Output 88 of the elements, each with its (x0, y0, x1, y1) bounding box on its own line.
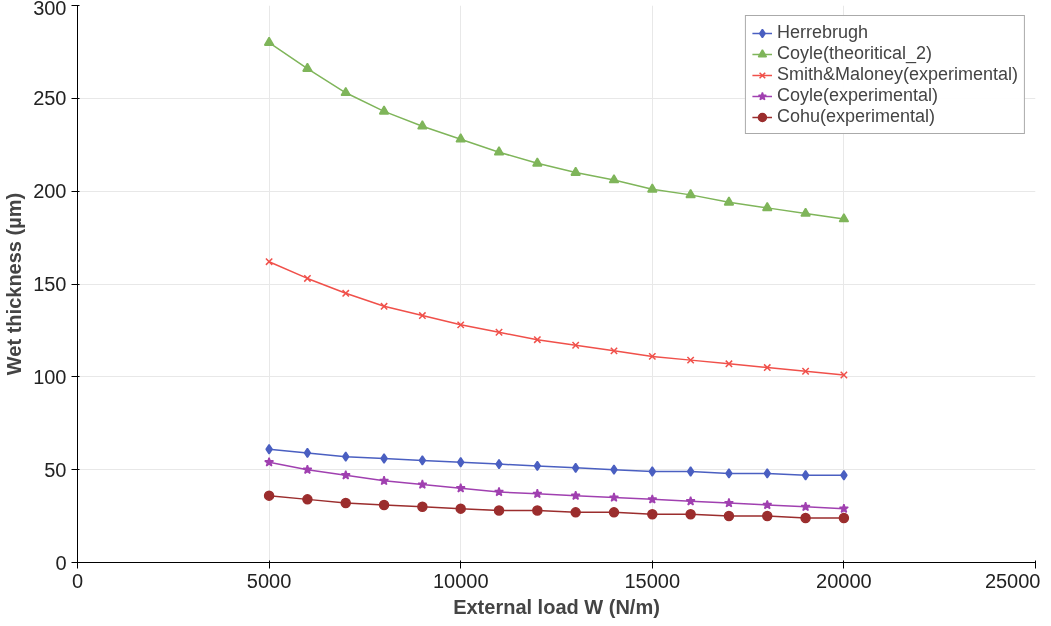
point (570, 507, 581, 518)
point (493, 486, 505, 497)
y-tick-label: 50 (44, 458, 67, 481)
point (723, 497, 734, 508)
point (380, 302, 388, 311)
point (456, 456, 465, 468)
point (801, 469, 810, 481)
legend-label: Coyle(experimental) (776, 85, 938, 106)
point (418, 455, 427, 466)
point (608, 174, 620, 184)
point (418, 311, 427, 320)
point (265, 257, 274, 266)
legend-label: Cohu(experimental) (776, 106, 935, 127)
point (493, 505, 505, 516)
point (379, 475, 390, 486)
y-tick-label: 250 (33, 87, 67, 110)
point (456, 320, 465, 329)
point (417, 120, 428, 130)
point (570, 490, 581, 501)
y-tick-label: 100 (33, 365, 67, 388)
point (686, 466, 695, 477)
point (340, 86, 351, 97)
point (570, 166, 581, 176)
y-tick-label: 300 (33, 0, 67, 19)
y-tick-label: 200 (33, 180, 67, 203)
point (762, 201, 773, 212)
point (340, 469, 351, 480)
point (800, 512, 811, 524)
point (417, 501, 428, 513)
point (340, 497, 351, 509)
point (378, 105, 390, 115)
legend-label: Coyle(theoritical_2) (776, 43, 932, 64)
point (838, 213, 850, 223)
point (532, 488, 543, 499)
point (455, 133, 466, 143)
x-tick-label: 15000 (624, 569, 681, 592)
point (685, 495, 696, 506)
y-tick-label: 150 (33, 273, 67, 295)
point (417, 479, 428, 489)
point (685, 188, 696, 199)
x-tick-label: 0 (71, 569, 84, 592)
point (263, 490, 275, 501)
legend-label: Smith&Maloney(experimental) (776, 64, 1018, 85)
point (341, 289, 350, 298)
point (723, 510, 735, 522)
point (378, 499, 390, 511)
point (571, 462, 580, 474)
point (608, 492, 620, 502)
point (725, 468, 733, 479)
point (264, 456, 275, 467)
point (303, 274, 312, 283)
point (800, 501, 811, 512)
point (648, 466, 657, 477)
x-tick-label: 20000 (816, 569, 872, 592)
point (647, 494, 658, 504)
point (532, 505, 543, 516)
point (800, 207, 811, 217)
point (608, 507, 620, 518)
point (763, 468, 772, 479)
y-tick-label: 0 (55, 551, 67, 574)
point (647, 183, 658, 193)
x-tick-label: 5000 (246, 569, 292, 592)
point (762, 510, 773, 522)
point (493, 146, 505, 156)
point (838, 512, 850, 524)
point (455, 503, 466, 514)
point (263, 36, 275, 46)
y-axis-title: Wet thickness (µm) (3, 192, 26, 376)
x-axis-title: External load W (N/m) (453, 595, 660, 618)
point (610, 464, 618, 475)
point (380, 453, 388, 464)
point (533, 335, 542, 344)
legend-label: Herrebrugh (776, 22, 868, 43)
point (302, 62, 313, 72)
point (685, 508, 696, 520)
point (455, 482, 466, 493)
point (762, 499, 773, 510)
point (302, 494, 313, 505)
point (495, 328, 503, 337)
point (533, 460, 542, 472)
point (723, 196, 735, 206)
point (838, 503, 849, 514)
point (341, 451, 350, 462)
point (532, 157, 543, 167)
point (647, 508, 658, 520)
point (303, 447, 312, 459)
x-tick-label: 25000 (984, 569, 1041, 592)
x-tick-label: 10000 (432, 569, 489, 592)
